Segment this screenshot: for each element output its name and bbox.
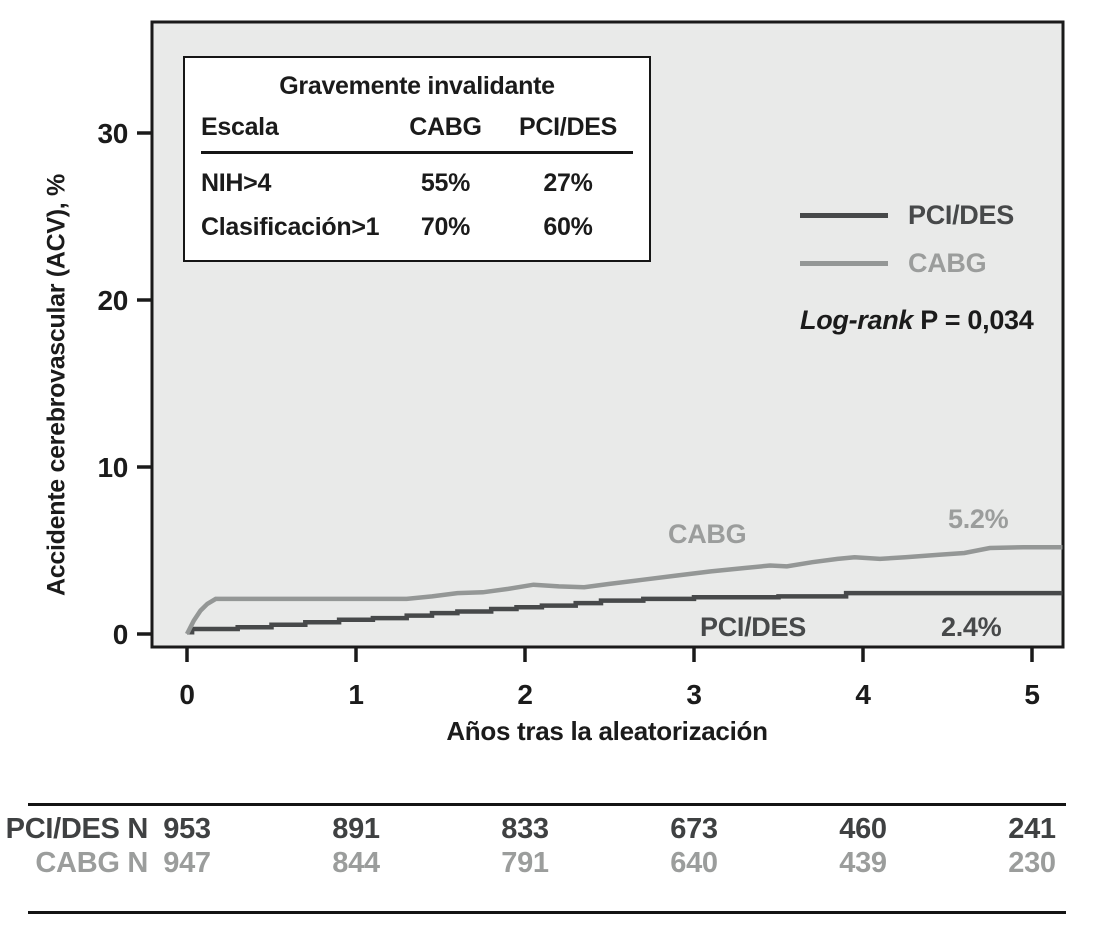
risk-count: 844 — [332, 847, 380, 879]
pci-des-curve — [187, 590, 1063, 635]
logrank-term: Log-rank — [800, 305, 914, 335]
inset-table-row: Clasificación>1 70% 60% — [201, 198, 633, 242]
risk-count: 947 — [163, 847, 211, 879]
x-tick-label: 1 — [348, 679, 363, 710]
risk-row-cabg: CABG N 947 844 791 640 439 230 — [0, 847, 1095, 881]
risk-count: 791 — [501, 847, 549, 879]
inset-severity-table: Gravemente invalidante Escala CABG PCI/D… — [183, 56, 651, 262]
legend-label-pcides: PCI/DES — [908, 200, 1014, 230]
legend-item-pcides: PCI/DES — [800, 200, 1014, 231]
pcides-line-swatch — [800, 213, 888, 218]
x-tick-label: 5 — [1024, 679, 1039, 710]
risk-count: 891 — [332, 813, 380, 845]
y-tick-label: 0 — [113, 619, 128, 650]
risk-table-bottom-rule — [28, 911, 1066, 914]
cabg-curve-label: CABG — [668, 519, 747, 549]
inset-col-cabg: CABG — [409, 113, 482, 141]
risk-count: 460 — [839, 813, 887, 845]
legend-label-cabg: CABG — [908, 248, 987, 278]
y-tick-label: 20 — [97, 285, 128, 316]
legend: PCI/DES CABG — [800, 200, 1014, 296]
logrank-annotation: Log-rank P = 0,034 — [800, 305, 1034, 336]
inset-row-value: 27% — [543, 169, 593, 197]
y-axis-title: Accidente cerebrovascular (ACV), % — [42, 174, 71, 596]
cabg-curve — [184, 544, 1063, 636]
logrank-pvalue: P = 0,034 — [913, 305, 1034, 335]
x-tick-label: 0 — [179, 679, 194, 710]
inset-row-value: 55% — [420, 169, 471, 197]
y-tick-label: 10 — [97, 452, 128, 483]
inset-row-label: Clasificación>1 — [201, 213, 380, 241]
pcides-curve-label: PCI/DES — [700, 612, 806, 642]
inset-table-title: Gravemente invalidante — [279, 72, 555, 100]
pcides-final-value: 2.4% — [941, 612, 1002, 642]
risk-row-pcides: PCI/DES N 953 891 833 673 460 241 — [0, 813, 1095, 847]
risk-count: 953 — [163, 813, 211, 845]
cabg-line-swatch — [800, 261, 888, 266]
risk-count: 230 — [1008, 847, 1056, 879]
inset-table-row: NIH>4 55% 27% — [201, 154, 633, 198]
x-tick-label: 4 — [855, 679, 871, 710]
risk-count: 640 — [670, 847, 718, 879]
risk-row-label: CABG N — [35, 847, 148, 879]
risk-row-label: PCI/DES N — [5, 813, 149, 845]
x-tick-label: 2 — [517, 679, 532, 710]
risk-count: 673 — [670, 813, 718, 845]
inset-col-pcides: PCI/DES — [519, 113, 617, 141]
inset-row-value: 70% — [420, 213, 471, 241]
risk-count: 439 — [839, 847, 887, 879]
x-tick-label: 3 — [686, 679, 701, 710]
risk-table-top-rule — [28, 803, 1066, 806]
risk-count: 241 — [1008, 813, 1056, 845]
inset-table-header: Escala CABG PCI/DES — [201, 113, 633, 154]
inset-row-value: 60% — [543, 213, 593, 241]
risk-count: 833 — [501, 813, 549, 845]
cabg-final-value: 5.2% — [948, 504, 1009, 534]
x-axis-title: Años tras la aleatorización — [446, 716, 768, 746]
inset-col-escala: Escala — [201, 113, 279, 141]
y-tick-label: 30 — [97, 118, 128, 149]
legend-item-cabg: CABG — [800, 248, 1014, 279]
inset-row-label: NIH>4 — [201, 169, 272, 197]
